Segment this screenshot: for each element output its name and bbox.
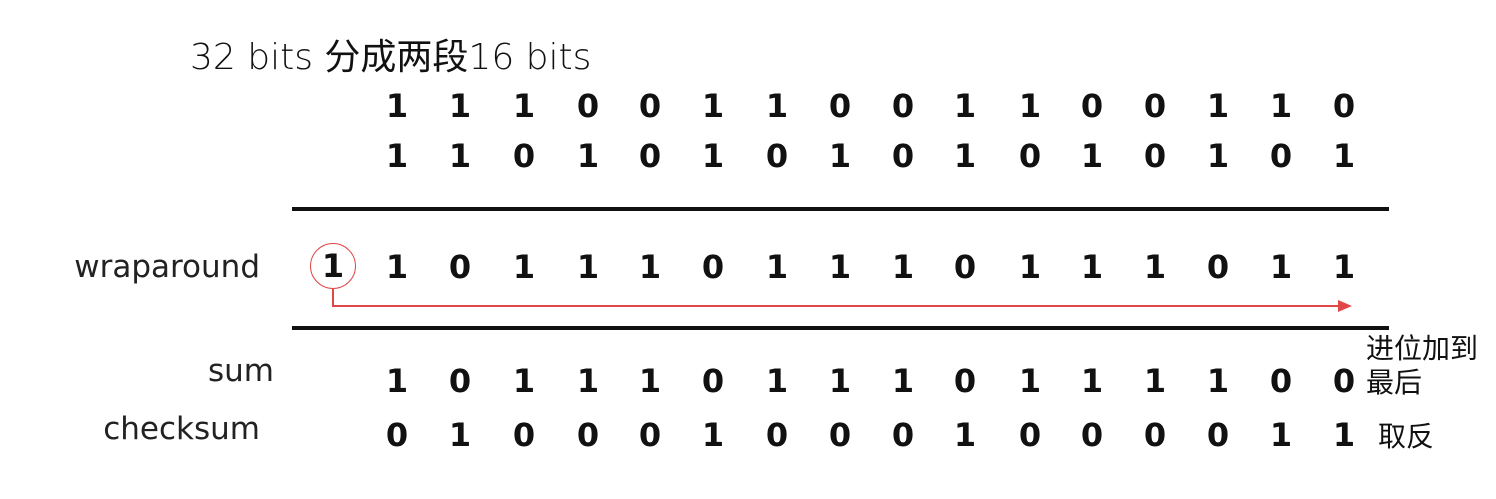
bit-cell: 1 xyxy=(1332,416,1356,454)
bit-cell: 0 xyxy=(1080,416,1104,454)
bit-cell: 1 xyxy=(1143,248,1167,286)
carry-arrow-head xyxy=(1338,300,1352,312)
bit-cell: 1 xyxy=(1143,362,1167,400)
bit-cell: 0 xyxy=(1332,362,1356,400)
bit-cell: 1 xyxy=(576,248,600,286)
bit-cell: 1 xyxy=(385,248,409,286)
bit-cell: 1 xyxy=(1080,137,1104,175)
bit-cell: 1 xyxy=(448,416,472,454)
bit-cell: 0 xyxy=(1269,137,1293,175)
bit-cell: 1 xyxy=(891,248,915,286)
bit-cell: 1 xyxy=(1018,362,1042,400)
bit-cell: 1 xyxy=(1206,362,1230,400)
bit-cell: 1 xyxy=(512,362,536,400)
bit-cell: 0 xyxy=(385,416,409,454)
sum-label: sum xyxy=(208,353,274,389)
bit-cell: 0 xyxy=(576,416,600,454)
bit-cell: 0 xyxy=(576,87,600,125)
bit-cell: 1 xyxy=(1269,416,1293,454)
bit-cell: 1 xyxy=(765,248,789,286)
bit-cell: 0 xyxy=(765,137,789,175)
bit-cell: 0 xyxy=(828,416,852,454)
bit-cell: 1 xyxy=(448,87,472,125)
bit-cell: 0 xyxy=(1269,362,1293,400)
bit-cell: 0 xyxy=(891,416,915,454)
page-title: 32 bits 分成两段16 bits xyxy=(190,37,592,78)
bit-cell: 1 xyxy=(953,87,977,125)
wraparound-label: wraparound xyxy=(74,249,260,285)
bit-cell: 0 xyxy=(1206,416,1230,454)
bit-cell: 1 xyxy=(1018,87,1042,125)
carry-arrow-line xyxy=(332,289,1348,307)
invert-note: 取反 xyxy=(1378,420,1435,453)
bit-cell: 1 xyxy=(701,87,725,125)
bit-cell: 0 xyxy=(512,137,536,175)
bit-cell: 1 xyxy=(701,416,725,454)
bit-cell: 0 xyxy=(953,248,977,286)
bit-cell: 0 xyxy=(448,362,472,400)
bit-cell: 1 xyxy=(828,362,852,400)
bit-cell: 1 xyxy=(828,248,852,286)
bit-cell: 1 xyxy=(953,416,977,454)
bit-cell: 1 xyxy=(512,87,536,125)
bit-cell: 1 xyxy=(1269,87,1293,125)
bit-cell: 0 xyxy=(1018,137,1042,175)
bit-cell: 0 xyxy=(891,137,915,175)
bit-cell: 1 xyxy=(1206,137,1230,175)
bit-cell: 0 xyxy=(1143,416,1167,454)
bit-cell: 1 xyxy=(576,362,600,400)
bit-cell: 0 xyxy=(1143,137,1167,175)
bit-cell: 1 xyxy=(638,248,662,286)
bit-cell: 0 xyxy=(891,87,915,125)
bit-cell: 0 xyxy=(448,248,472,286)
bit-cell: 1 xyxy=(828,137,852,175)
bit-cell: 1 xyxy=(576,137,600,175)
bit-cell: 1 xyxy=(385,137,409,175)
bit-cell: 0 xyxy=(1018,416,1042,454)
checksum-label: checksum xyxy=(103,411,260,447)
divider-bottom xyxy=(292,326,1389,330)
bit-cell: 1 xyxy=(1269,248,1293,286)
bit-cell: 1 xyxy=(385,87,409,125)
bit-cell: 1 xyxy=(1332,137,1356,175)
bit-cell: 1 xyxy=(1080,362,1104,400)
bit-cell: 0 xyxy=(701,362,725,400)
bit-cell: 0 xyxy=(765,416,789,454)
bit-cell: 0 xyxy=(1143,87,1167,125)
bit-cell: 1 xyxy=(701,137,725,175)
bit-cell: 1 xyxy=(765,87,789,125)
bit-cell: 0 xyxy=(1332,87,1356,125)
bit-cell: 0 xyxy=(638,87,662,125)
bit-cell: 0 xyxy=(1206,248,1230,286)
bit-cell: 0 xyxy=(512,416,536,454)
carry-note: 进位加到最后 xyxy=(1366,332,1479,399)
divider-top xyxy=(292,207,1389,211)
carry-bit: 1 xyxy=(310,243,356,289)
bit-cell: 0 xyxy=(638,416,662,454)
bit-cell: 0 xyxy=(638,137,662,175)
bit-cell: 1 xyxy=(385,362,409,400)
bit-cell: 0 xyxy=(828,87,852,125)
bit-cell: 0 xyxy=(1080,87,1104,125)
bit-cell: 1 xyxy=(1332,248,1356,286)
bit-cell: 1 xyxy=(638,362,662,400)
bit-cell: 1 xyxy=(448,137,472,175)
bit-cell: 1 xyxy=(512,248,536,286)
bit-cell: 0 xyxy=(701,248,725,286)
bit-cell: 0 xyxy=(953,362,977,400)
bit-cell: 1 xyxy=(1206,87,1230,125)
bit-cell: 1 xyxy=(891,362,915,400)
bit-cell: 1 xyxy=(953,137,977,175)
bit-cell: 1 xyxy=(1080,248,1104,286)
bit-cell: 1 xyxy=(1018,248,1042,286)
bit-cell: 1 xyxy=(765,362,789,400)
